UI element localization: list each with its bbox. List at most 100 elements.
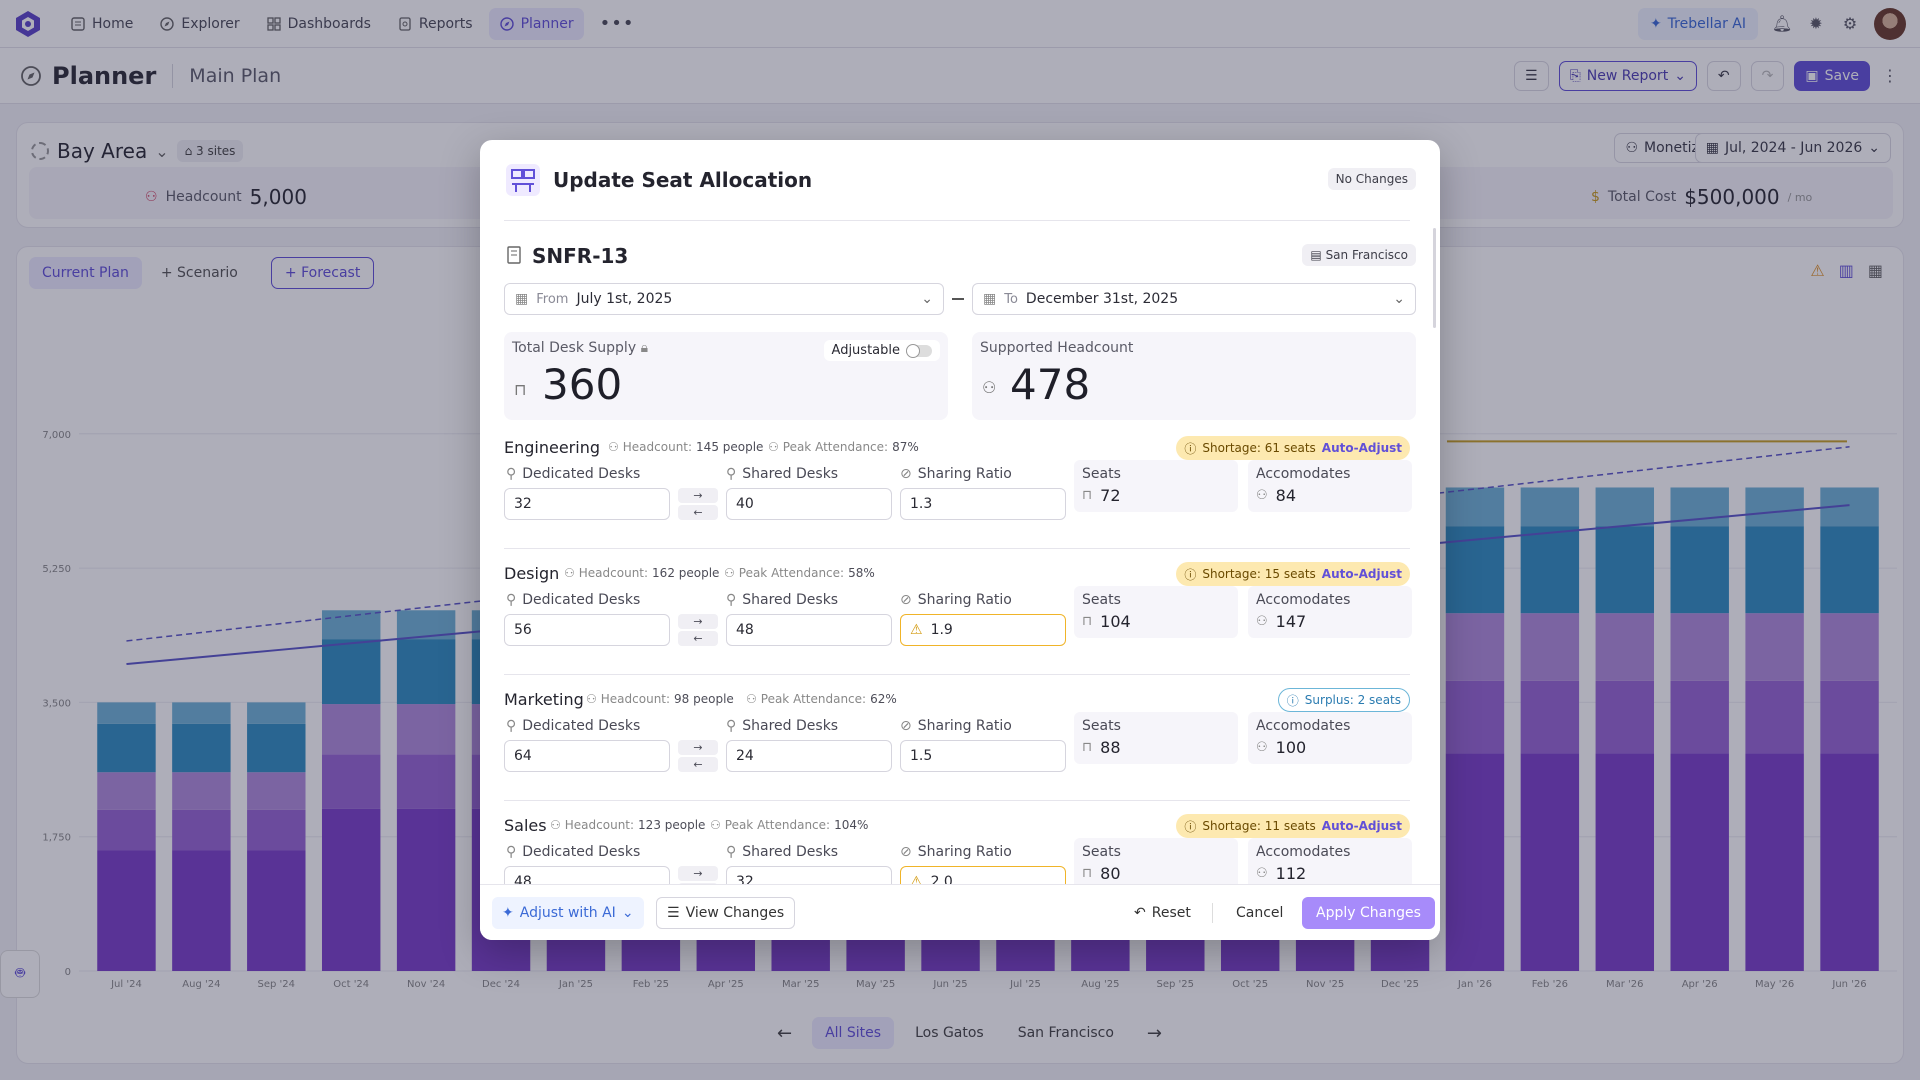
redo-button[interactable]: ↷	[1750, 60, 1785, 91]
new-report-button[interactable]: ⎘ New Report ⌄	[1558, 60, 1697, 91]
bar-segment	[1820, 526, 1879, 614]
sharing-ratio-input[interactable]: 1.5	[900, 740, 1066, 772]
more-nav-button[interactable]: •••	[590, 8, 645, 40]
people-icon: ⚇	[1256, 614, 1268, 629]
bar-segment	[247, 850, 306, 971]
trebellar-ai-button[interactable]: ✦ Trebellar AI	[1637, 7, 1758, 40]
bar-chart-icon[interactable]: ▥	[1838, 261, 1854, 280]
headcount-meta: ⚇ Headcount: 162 people	[564, 566, 719, 580]
to-date-picker[interactable]: ▦ To December 31st, 2025 ⌄	[972, 283, 1416, 315]
chevron-down-icon: ⌄	[921, 291, 933, 307]
auto-adjust-button[interactable]: Auto-Adjust	[1321, 441, 1402, 455]
bot-assistant-button[interactable]: 🤖︎	[0, 950, 40, 998]
alert-icon[interactable]: ⚠	[1810, 261, 1825, 280]
toggle-switch[interactable]	[906, 343, 932, 358]
accommodates-stat: Accomodates ⚇ 147	[1248, 586, 1412, 638]
to-value: December 31st, 2025	[1025, 291, 1179, 307]
nav-item-dashboards[interactable]: Dashboards	[256, 8, 381, 40]
auto-adjust-button[interactable]: Auto-Adjust	[1321, 567, 1402, 581]
comments-button[interactable]: ☰	[1514, 60, 1549, 91]
nav-item-reports[interactable]: Reports	[387, 8, 483, 40]
dollar-icon: $	[1591, 189, 1600, 205]
dedicated-desks-input[interactable]: 64	[504, 740, 670, 772]
tab-scenario[interactable]: + Scenario	[148, 257, 251, 289]
shared-desks-input[interactable]: 40	[726, 488, 892, 520]
ratio-icon: ⊘	[900, 592, 912, 608]
bar-segment	[1445, 613, 1505, 681]
site-tab-san-francisco[interactable]: San Francisco	[1017, 1025, 1114, 1041]
bar-segment	[247, 723, 306, 773]
settings-icon[interactable]: ⚙	[1842, 14, 1858, 33]
total-cost-unit: / mo	[1787, 190, 1813, 204]
sharing-ratio-input[interactable]: 1.3	[900, 488, 1066, 520]
bar-segment	[1745, 613, 1804, 681]
from-date-picker[interactable]: ▦ From July 1st, 2025 ⌄	[504, 283, 944, 315]
compass-icon	[160, 16, 175, 31]
nav-item-explorer[interactable]: Explorer	[149, 8, 249, 40]
surplus-badge: ⓘ Surplus: 2 seats	[1277, 688, 1410, 712]
swap-desks-button[interactable]: →←	[678, 488, 718, 520]
chevron-down-icon: ⌄	[1868, 140, 1880, 156]
dedicated-desks-input[interactable]: 56	[504, 614, 670, 646]
plan-name[interactable]: Main Plan	[189, 64, 282, 87]
swap-desks-button[interactable]: →←	[678, 614, 718, 646]
dedicated-desks-input[interactable]: 48	[504, 866, 670, 884]
table-icon[interactable]: ▦	[1867, 261, 1883, 280]
adjust-with-ai-button[interactable]: ✦ Adjust with AI ⌄	[492, 897, 644, 929]
arrow-right-icon[interactable]: →	[678, 488, 718, 503]
date-range-select[interactable]: ▦ Jul, 2024 - Jun 2026 ⌄	[1694, 133, 1891, 163]
bug-icon[interactable]: ✹	[1809, 14, 1823, 33]
bar-segment	[172, 772, 231, 810]
attendance-icon: ⚇	[768, 440, 779, 454]
info-icon: ⓘ	[1184, 819, 1197, 834]
site-tab-all[interactable]: All Sites	[812, 1017, 895, 1049]
shared-desks-input[interactable]: 48	[726, 614, 892, 646]
undo-button[interactable]: ↶	[1706, 60, 1741, 91]
adjustable-toggle[interactable]: Adjustable	[823, 340, 940, 361]
accommodates-label: Accomodates	[1256, 466, 1351, 482]
sites-badge: ⌂ 3 sites	[176, 140, 244, 162]
department-section: Engineering ⚇ Headcount: 145 people ⚇ Peak …	[504, 436, 1412, 564]
arrow-right-icon[interactable]: →	[678, 866, 718, 881]
nav-label-explorer: Explorer	[181, 15, 240, 32]
apply-changes-button[interactable]: Apply Changes	[1302, 897, 1435, 929]
arrow-left-icon[interactable]: ←	[678, 757, 718, 772]
auto-adjust-button[interactable]: Auto-Adjust	[1321, 819, 1402, 833]
nav-item-home[interactable]: Home	[60, 8, 143, 40]
more-options-icon[interactable]: ⋮	[1882, 66, 1898, 85]
forecast-button[interactable]: + Forecast	[270, 257, 375, 289]
reset-button[interactable]: ↶ Reset	[1124, 897, 1201, 929]
x-tick-label: Oct '25	[1232, 979, 1268, 990]
arrow-left-icon[interactable]: ←	[678, 883, 718, 884]
save-button[interactable]: ▣ Save	[1794, 60, 1870, 91]
info-icon: ⓘ	[1184, 567, 1197, 582]
arrow-right-icon[interactable]: →	[1146, 1022, 1162, 1044]
nav-item-planner[interactable]: Planner	[488, 7, 584, 40]
dedicated-desks-input[interactable]: 32	[504, 488, 670, 520]
arrow-left-icon[interactable]: ←	[777, 1022, 793, 1044]
arrow-right-icon[interactable]: →	[678, 740, 718, 755]
sharing-ratio-value: 2.0	[930, 874, 953, 884]
swap-desks-button[interactable]: →←	[678, 866, 718, 884]
scrollbar[interactable]	[1433, 228, 1436, 328]
shared-desks-input[interactable]: 32	[726, 866, 892, 884]
swap-desks-button[interactable]: →←	[678, 740, 718, 772]
shared-desks-input[interactable]: 24	[726, 740, 892, 772]
view-changes-button[interactable]: ☰ View Changes	[656, 897, 796, 929]
site-tab-los-gatos[interactable]: Los Gatos	[915, 1025, 984, 1041]
sharing-ratio-input[interactable]: ⚠ 1.9	[900, 614, 1066, 646]
warning-icon: ⚠	[910, 874, 923, 884]
tab-current-plan[interactable]: Current Plan	[29, 257, 142, 289]
user-avatar[interactable]	[1874, 7, 1906, 40]
cancel-button[interactable]: Cancel	[1236, 905, 1284, 921]
app-logo-icon[interactable]	[14, 10, 42, 38]
accommodates-stat: Accomodates ⚇ 112	[1248, 838, 1412, 884]
arrow-right-icon[interactable]: →	[678, 614, 718, 629]
peak-meta-label: Peak Attendance:	[738, 566, 845, 580]
arrow-left-icon[interactable]: ←	[678, 631, 718, 646]
sharing-ratio-input[interactable]: ⚠ 2.0	[900, 866, 1066, 884]
bar-segment	[1445, 680, 1505, 754]
arrow-left-icon[interactable]: ←	[678, 505, 718, 520]
location-selector[interactable]: Bay Area ⌄ ⌂ 3 sites	[31, 139, 244, 163]
notifications-icon[interactable]: 🔔︎	[1771, 14, 1793, 33]
